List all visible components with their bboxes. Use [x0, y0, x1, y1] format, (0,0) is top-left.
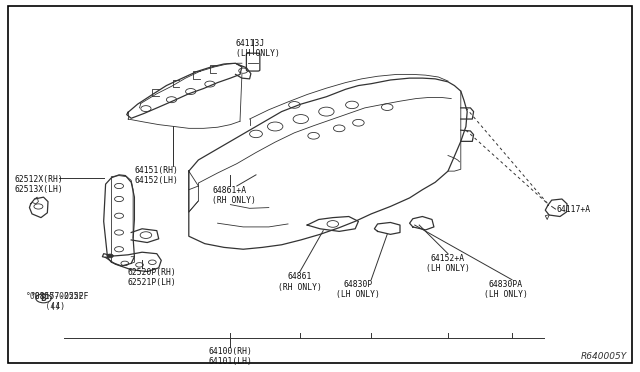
- Text: 64861
(RH ONLY): 64861 (RH ONLY): [278, 272, 321, 292]
- Text: 64113J
(LH ONLY): 64113J (LH ONLY): [236, 39, 280, 58]
- Text: 64151(RH)
64152(LH): 64151(RH) 64152(LH): [135, 166, 179, 185]
- Text: 64830P
(LH ONLY): 64830P (LH ONLY): [337, 280, 380, 299]
- Text: °08157-0252F
    (4): °08157-0252F (4): [31, 292, 89, 311]
- Text: 64117+A: 64117+A: [557, 205, 591, 214]
- FancyBboxPatch shape: [246, 53, 260, 71]
- Text: 62520P(RH)
62521P(LH): 62520P(RH) 62521P(LH): [128, 268, 177, 287]
- Text: 64100(RH)
64101(LH): 64100(RH) 64101(LH): [209, 347, 252, 366]
- Text: °08157-0252F
    (4): °08157-0252F (4): [26, 292, 84, 311]
- Text: R640005Y: R640005Y: [581, 352, 627, 361]
- Text: 64152+A
(LH ONLY): 64152+A (LH ONLY): [426, 254, 470, 273]
- Text: 64861+A
(RH ONLY): 64861+A (RH ONLY): [212, 186, 257, 205]
- Circle shape: [107, 254, 113, 258]
- Text: B: B: [41, 294, 46, 303]
- Text: 64830PA
(LH ONLY): 64830PA (LH ONLY): [484, 280, 527, 299]
- Text: 62512X(RH)
62513X(LH): 62512X(RH) 62513X(LH): [14, 175, 63, 194]
